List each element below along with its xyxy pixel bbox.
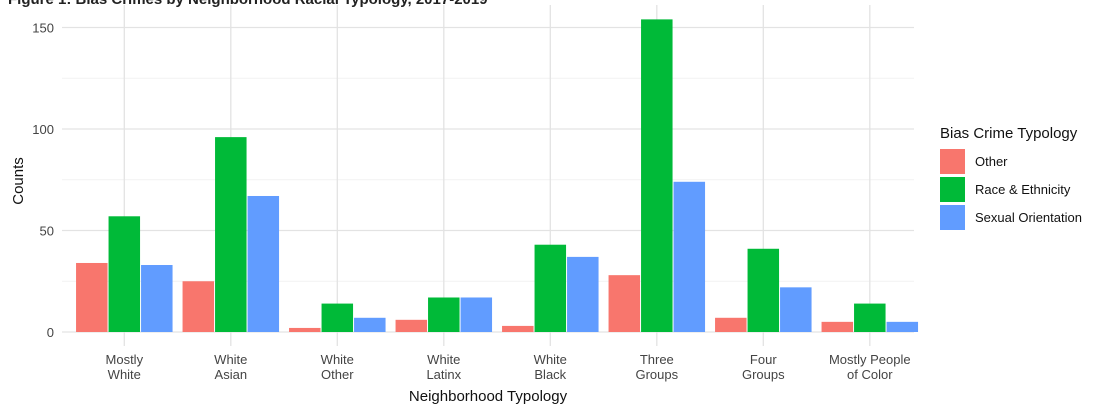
- legend: Bias Crime Typology Other Race & Ethnicit…: [940, 125, 1082, 230]
- legend-label: Race & Ethnicity: [975, 182, 1071, 197]
- bar: [76, 262, 108, 332]
- bar: [608, 275, 641, 332]
- legend-title: Bias Crime Typology: [940, 125, 1078, 142]
- bar: [641, 19, 673, 332]
- bar: [747, 248, 780, 332]
- legend-swatch: [940, 205, 965, 230]
- legend-swatch: [940, 149, 965, 174]
- bar: [395, 319, 428, 332]
- chart-title: Figure 1: Bias Crimes by Neighborhood Ra…: [8, 0, 488, 8]
- y-tick-label: 150: [32, 21, 54, 36]
- bar: [141, 265, 173, 332]
- bar: [108, 216, 141, 332]
- bar: [354, 317, 386, 332]
- bar: [428, 297, 460, 332]
- y-axis-title: Counts: [10, 157, 27, 205]
- x-tick-label: White Other: [321, 352, 355, 382]
- x-axis-title: Neighborhood Typology: [409, 388, 568, 405]
- x-axis-ticks: Mostly White White Asian White Other White Lati…: [106, 352, 911, 382]
- bar: [886, 321, 919, 332]
- bar: [247, 195, 280, 332]
- bar: [821, 321, 854, 332]
- x-tick-label: White Latinx: [426, 352, 461, 382]
- bar: [534, 244, 567, 332]
- bar: [854, 303, 886, 332]
- x-tick-label: Mostly White: [106, 352, 144, 382]
- bar: [715, 317, 747, 332]
- bar: [502, 325, 534, 332]
- y-tick-label: 0: [47, 325, 54, 340]
- bar: [289, 327, 321, 332]
- bar: [460, 297, 493, 332]
- bar: [215, 137, 247, 332]
- x-tick-label: White Asian: [214, 352, 247, 382]
- bar: [780, 287, 812, 332]
- legend-label: Sexual Orientation: [975, 210, 1082, 225]
- legend-label: Other: [975, 154, 1008, 169]
- x-tick-label: Mostly People of Color: [829, 352, 911, 382]
- bar: [567, 256, 599, 332]
- x-tick-label: White Black: [534, 352, 567, 382]
- y-tick-label: 100: [32, 122, 54, 137]
- x-tick-label: Three Groups: [635, 352, 678, 382]
- bar: [673, 181, 706, 332]
- bar: [182, 281, 215, 332]
- y-axis-ticks: 0 50 100 150: [32, 21, 54, 341]
- legend-swatch: [940, 177, 965, 202]
- minor-gridlines: [62, 77, 914, 282]
- bar: [321, 303, 354, 332]
- x-tick-label: Four Groups: [742, 352, 785, 382]
- bars: [76, 19, 919, 332]
- y-tick-label: 50: [40, 224, 54, 239]
